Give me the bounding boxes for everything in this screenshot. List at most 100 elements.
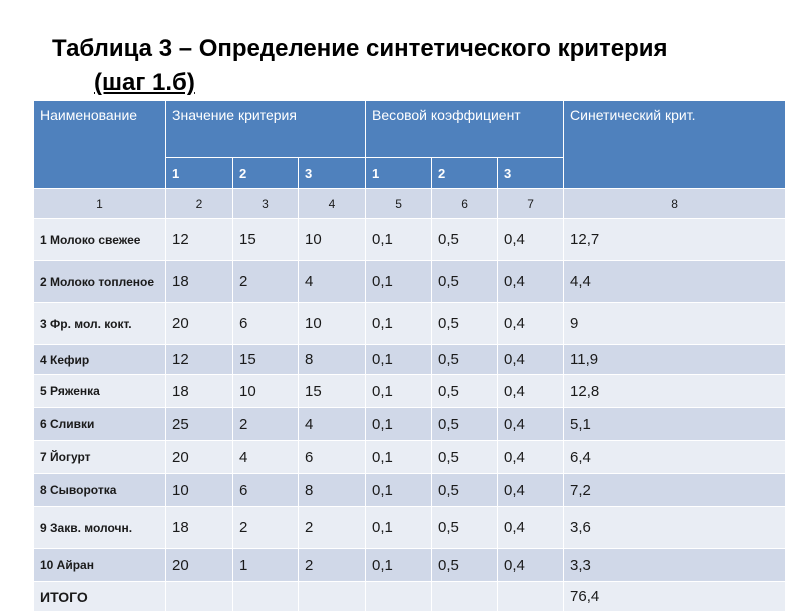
table-row: 1 Молоко свежее 12 15 10 0,1 0,5 0,4 12,7 [33, 218, 787, 261]
product-name-cell: 5 Ряженка [33, 374, 166, 408]
value-cell: 0,5 [431, 344, 499, 375]
product-name-cell: 10 Айран [33, 548, 166, 582]
value-cell: 0,5 [431, 548, 499, 582]
product-name-cell: 2 Молоко топленое [33, 260, 166, 303]
value-cell: 12,7 [563, 218, 787, 261]
header-weight: Весовой коэффициент [365, 100, 565, 158]
header-synthetic: Синетический крит. [563, 100, 787, 189]
value-cell: 0,1 [365, 302, 433, 345]
empty-cell [165, 581, 233, 612]
value-cell: 9 [563, 302, 787, 345]
value-cell: 0,5 [431, 506, 499, 549]
product-name-cell: 1 Молоко свежее [33, 218, 166, 261]
product-name-cell: 7 Йогурт [33, 440, 166, 474]
value-cell: 6 [232, 473, 299, 507]
table-row: 6 Сливки 25 2 4 0,1 0,5 0,4 5,1 [33, 407, 787, 441]
value-cell: 10 [165, 473, 233, 507]
value-cell: 2 [297, 548, 367, 582]
title-line-2: (шаг 1.б) [94, 69, 195, 96]
value-cell: 8 [297, 344, 367, 375]
value-cell: 2 [232, 260, 299, 303]
value-cell: 0,4 [497, 548, 565, 582]
value-cell: 3,3 [563, 548, 787, 582]
table-row: 4 Кефир 12 15 8 0,1 0,5 0,4 11,9 [33, 344, 787, 375]
value-cell: 12 [165, 218, 233, 261]
value-cell: 18 [165, 506, 233, 549]
header-name: Наименование [33, 100, 166, 189]
value-cell: 0,5 [431, 407, 499, 441]
column-index-cell: 6 [431, 188, 499, 219]
product-name-cell: 4 Кефир [33, 344, 166, 375]
value-cell: 0,1 [365, 407, 433, 441]
table-row: 8 Сыворотка 10 6 8 0,1 0,5 0,4 7,2 [33, 473, 787, 507]
value-cell: 7,2 [563, 473, 787, 507]
column-index-cell: 2 [165, 188, 233, 219]
value-cell: 2 [232, 506, 299, 549]
value-cell: 10 [297, 302, 367, 345]
value-cell: 4 [232, 440, 299, 474]
subheader-cell: 1 [165, 157, 233, 189]
value-cell: 0,1 [365, 260, 433, 303]
value-cell: 0,1 [365, 374, 433, 408]
column-index-cell: 4 [297, 188, 367, 219]
value-cell: 0,4 [497, 218, 565, 261]
value-cell: 0,1 [365, 506, 433, 549]
value-cell: 20 [165, 302, 233, 345]
value-cell: 2 [232, 407, 299, 441]
subheader-cell: 2 [431, 157, 499, 189]
value-cell: 4,4 [563, 260, 787, 303]
value-cell: 25 [165, 407, 233, 441]
value-cell: 10 [297, 218, 367, 261]
value-cell: 0,5 [431, 374, 499, 408]
value-cell: 20 [165, 548, 233, 582]
value-cell: 5,1 [563, 407, 787, 441]
value-cell: 18 [165, 374, 233, 408]
value-cell: 0,4 [497, 302, 565, 345]
column-index-cell: 1 [33, 188, 166, 219]
value-cell: 6,4 [563, 440, 787, 474]
value-cell: 0,4 [497, 440, 565, 474]
value-cell: 11,9 [563, 344, 787, 375]
column-index-cell: 3 [232, 188, 299, 219]
value-cell: 12,8 [563, 374, 787, 408]
title-line-1: Таблица 3 – Определение синтетического к… [52, 35, 668, 62]
synthetic-criterion-table: Наименование Значение критерия Весовой к… [33, 100, 787, 612]
header-criterion: Значение критерия [164, 100, 367, 158]
table-row: 9 Закв. молочн. 18 2 2 0,1 0,5 0,4 3,6 [33, 506, 787, 549]
slide-title: Таблица 3 – Определение синтетического к… [52, 32, 772, 100]
value-cell: 0,4 [497, 407, 565, 441]
value-cell: 0,1 [365, 440, 433, 474]
value-cell: 15 [232, 218, 299, 261]
value-cell: 20 [165, 440, 233, 474]
empty-cell [365, 581, 433, 612]
table-row: 10 Айран 20 1 2 0,1 0,5 0,4 3,3 [33, 548, 787, 582]
value-cell: 0,1 [365, 218, 433, 261]
value-cell: 3,6 [563, 506, 787, 549]
table-row: 3 Фр. мол. кокт. 20 6 10 0,1 0,5 0,4 9 [33, 302, 787, 345]
product-name-cell: 3 Фр. мол. кокт. [33, 302, 166, 345]
value-cell: 4 [297, 407, 367, 441]
subheader-cell: 2 [232, 157, 299, 189]
subheader-cell: 3 [297, 157, 367, 189]
table-row: 2 Молоко топленое 18 2 4 0,1 0,5 0,4 4,4 [33, 260, 787, 303]
total-row: ИТОГО 76,4 [33, 581, 787, 612]
empty-cell [497, 581, 565, 612]
value-cell: 15 [232, 344, 299, 375]
value-cell: 0,5 [431, 473, 499, 507]
value-cell: 12 [165, 344, 233, 375]
value-cell: 0,4 [497, 473, 565, 507]
value-cell: 0,4 [497, 344, 565, 375]
subheader-cell: 1 [365, 157, 433, 189]
column-index-cell: 8 [563, 188, 787, 219]
empty-cell [297, 581, 367, 612]
value-cell: 0,4 [497, 506, 565, 549]
value-cell: 0,5 [431, 218, 499, 261]
value-cell: 0,4 [497, 260, 565, 303]
value-cell: 0,1 [365, 548, 433, 582]
value-cell: 10 [232, 374, 299, 408]
value-cell: 1 [232, 548, 299, 582]
value-cell: 0,5 [431, 302, 499, 345]
value-cell: 4 [297, 260, 367, 303]
